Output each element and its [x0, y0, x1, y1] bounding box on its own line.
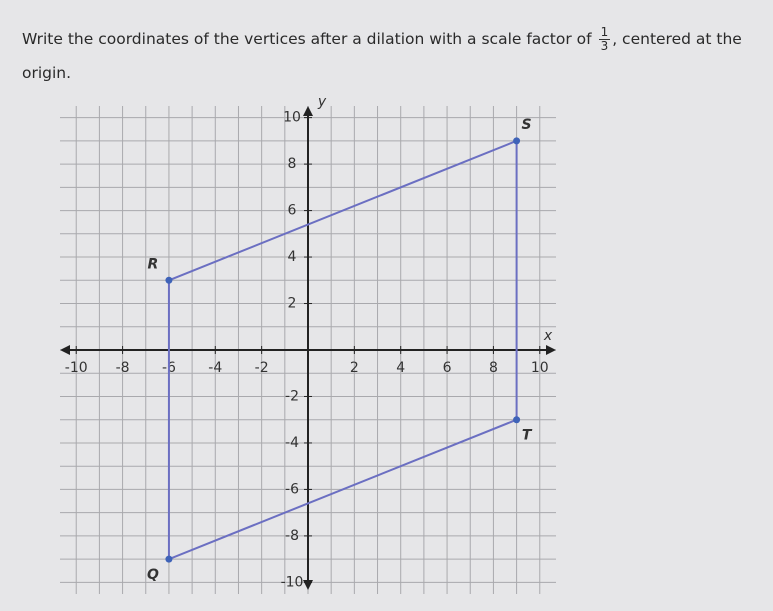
y-tick-label: -6: [285, 481, 299, 497]
vertex: [165, 276, 173, 284]
denominator: 3: [600, 39, 609, 53]
x-tick-label: -4: [208, 360, 222, 376]
question: Write the coordinates of the vertices af…: [22, 22, 762, 90]
x-tick-label: 4: [396, 360, 405, 376]
question-text: Write the coordinates of the vertices af…: [22, 30, 592, 48]
x-tick-label: 8: [489, 360, 498, 376]
y-tick-label: -2: [285, 388, 299, 404]
vertex: [165, 555, 173, 563]
question-text: , centered at the: [612, 30, 742, 48]
x-tick-label: -2: [255, 360, 269, 376]
vertex: [513, 137, 521, 145]
vertex-label: T: [522, 428, 533, 444]
x-tick-label: -10: [65, 360, 88, 376]
vertex-label: R: [148, 256, 159, 272]
vertex-label: Q: [147, 567, 159, 583]
y-tick-label: 10: [283, 110, 301, 126]
axis-label: x: [543, 328, 553, 344]
vertex-label: S: [522, 117, 532, 133]
x-tick-label: -8: [116, 360, 130, 376]
y-tick-label: -4: [285, 435, 299, 451]
y-tick-label: 6: [288, 203, 297, 219]
numerator: 1: [598, 25, 611, 40]
x-tick-label: 6: [443, 360, 452, 376]
question-text: origin.: [22, 64, 72, 82]
x-tick-label: 2: [350, 360, 359, 376]
x-tick-label: 10: [531, 360, 549, 376]
axis-label: y: [317, 94, 327, 110]
y-tick-label: 2: [288, 296, 297, 312]
y-tick-label: -8: [285, 528, 299, 544]
y-tick-label: 4: [288, 249, 297, 265]
y-tick-label: 8: [288, 156, 297, 172]
vertex: [513, 416, 521, 424]
y-tick-label: -10: [281, 574, 304, 590]
